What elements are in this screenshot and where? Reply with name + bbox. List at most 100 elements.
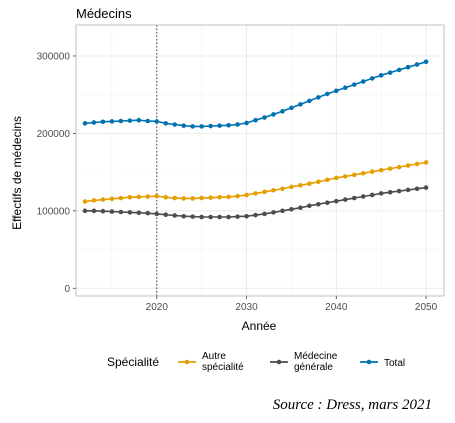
data-point-total xyxy=(127,118,133,123)
data-point-total xyxy=(118,118,124,124)
data-point-autre-specialite xyxy=(378,167,384,173)
data-point-medecine-generale xyxy=(91,208,97,214)
data-point-autre-specialite xyxy=(307,181,312,187)
data-point-total xyxy=(199,124,204,129)
data-point-autre-specialite xyxy=(172,195,178,201)
data-point-total xyxy=(369,76,375,81)
data-point-medecine-generale xyxy=(226,214,231,220)
data-point-total xyxy=(298,102,303,107)
data-point-total xyxy=(423,59,429,65)
source-note: Source : Dress, mars 2021 xyxy=(273,397,432,413)
data-point-medecine-generale xyxy=(378,191,384,196)
legend-key-point-medecine-generale xyxy=(276,359,282,365)
data-point-autre-specialite xyxy=(154,193,160,199)
y-tick-label: 300000 xyxy=(37,51,71,62)
data-point-total xyxy=(316,95,321,100)
data-point-autre-specialite xyxy=(405,163,411,168)
data-point-total xyxy=(325,91,330,97)
data-point-autre-specialite xyxy=(360,170,366,176)
data-point-total xyxy=(307,98,312,104)
data-point-total xyxy=(360,79,366,84)
legend-key-point-autre-specialite xyxy=(184,359,190,365)
data-point-autre-specialite xyxy=(271,188,276,193)
data-point-autre-specialite xyxy=(235,193,240,199)
data-point-autre-specialite xyxy=(145,194,151,199)
data-point-total xyxy=(100,119,106,125)
data-point-autre-specialite xyxy=(127,194,133,200)
data-point-medecine-generale xyxy=(82,208,88,214)
chart-title: Médecins xyxy=(76,6,132,21)
data-point-autre-specialite xyxy=(163,194,169,200)
data-point-total xyxy=(217,123,222,128)
data-point-medecine-generale xyxy=(136,210,142,216)
data-point-medecine-generale xyxy=(235,214,240,219)
data-point-total xyxy=(136,117,142,123)
data-point-autre-specialite xyxy=(109,196,115,202)
plot-background xyxy=(76,25,444,296)
data-point-total xyxy=(333,88,339,94)
x-tick-label: 2020 xyxy=(146,302,169,313)
data-point-medecine-generale xyxy=(118,209,124,215)
data-point-medecine-generale xyxy=(190,214,195,219)
data-point-autre-specialite xyxy=(342,174,348,179)
data-point-total xyxy=(226,122,231,128)
data-point-autre-specialite xyxy=(226,194,231,200)
data-point-total xyxy=(172,122,178,127)
legend-label-line: générale xyxy=(294,362,333,373)
data-point-medecine-generale xyxy=(181,213,187,219)
data-point-total xyxy=(82,121,88,126)
data-point-medecine-generale xyxy=(325,200,330,205)
data-point-total xyxy=(342,85,348,91)
data-point-medecine-generale xyxy=(423,185,429,190)
data-point-medecine-generale xyxy=(316,201,321,207)
data-point-total xyxy=(271,112,276,117)
data-point-total xyxy=(387,70,393,75)
data-point-total xyxy=(181,123,187,128)
data-point-autre-specialite xyxy=(244,192,249,198)
data-point-total xyxy=(414,62,420,67)
data-point-autre-specialite xyxy=(325,177,330,183)
data-point-autre-specialite xyxy=(208,195,213,200)
data-point-medecine-generale xyxy=(307,203,312,209)
data-point-medecine-generale xyxy=(217,214,222,220)
data-point-total xyxy=(109,119,115,124)
data-point-total xyxy=(154,119,160,124)
data-point-medecine-generale xyxy=(199,214,204,220)
data-point-autre-specialite xyxy=(217,194,222,200)
data-point-autre-specialite xyxy=(387,166,393,171)
data-point-total xyxy=(351,82,357,87)
x-axis-title: Année xyxy=(242,319,277,333)
data-point-medecine-generale xyxy=(154,211,160,217)
data-point-medecine-generale xyxy=(163,212,169,217)
data-point-autre-specialite xyxy=(289,184,294,190)
data-point-autre-specialite xyxy=(280,186,285,192)
data-point-medecine-generale xyxy=(351,195,357,201)
legend-label-medecine-generale: Médecine générale xyxy=(294,351,338,373)
data-point-autre-specialite xyxy=(253,191,258,196)
data-point-autre-specialite xyxy=(181,196,187,201)
data-point-autre-specialite xyxy=(199,195,204,201)
x-tick-label: 2030 xyxy=(235,302,258,313)
data-point-total xyxy=(280,109,285,114)
data-point-medecine-generale xyxy=(369,192,375,198)
data-point-total xyxy=(163,121,169,126)
data-point-autre-specialite xyxy=(118,195,124,201)
data-point-total xyxy=(235,122,240,127)
data-point-medecine-generale xyxy=(109,209,115,214)
data-point-medecine-generale xyxy=(342,197,348,202)
data-point-total xyxy=(145,118,151,124)
data-point-autre-specialite xyxy=(100,197,106,202)
data-point-autre-specialite xyxy=(298,182,303,188)
data-point-autre-specialite xyxy=(369,169,375,175)
data-point-autre-specialite xyxy=(423,160,429,165)
data-point-autre-specialite xyxy=(82,199,88,204)
data-point-medecine-generale xyxy=(253,212,258,218)
data-point-total xyxy=(405,64,411,70)
data-point-medecine-generale xyxy=(405,187,411,193)
data-point-total xyxy=(244,120,249,126)
data-point-medecine-generale xyxy=(145,210,151,216)
data-point-medecine-generale xyxy=(244,213,249,219)
plot-area: 0 100000 200000 300000 2020 2030 2040 2050 xyxy=(37,24,445,313)
data-point-autre-specialite xyxy=(136,194,142,200)
